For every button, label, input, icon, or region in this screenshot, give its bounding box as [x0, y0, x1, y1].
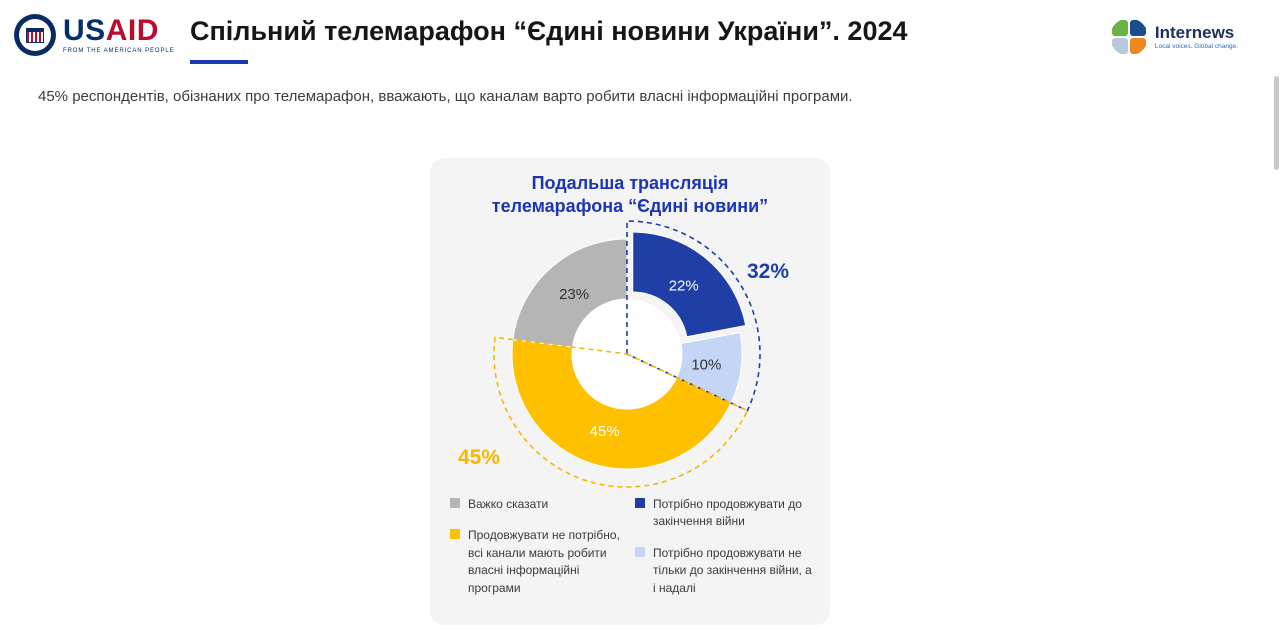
usaid-wordmark: USAID FROM THE AMERICAN PEOPLE — [63, 14, 175, 55]
donut-slice-no-need-continue — [511, 339, 732, 470]
slice-label: 10% — [691, 356, 721, 373]
internews-logo: Internews Local voices. Global change. — [1109, 18, 1238, 56]
chart-title: Подальша трансляція телемарафона “Єдині … — [430, 172, 830, 219]
usaid-shield-icon — [26, 28, 44, 43]
legend-label: Потрібно продовжувати не тільки до закін… — [653, 545, 812, 595]
scrollbar-thumb[interactable] — [1274, 76, 1279, 170]
slice-label: 22% — [669, 278, 699, 295]
usaid-logo: USAID FROM THE AMERICAN PEOPLE — [14, 14, 175, 56]
legend-label: Потрібно продовжувати до закінчення війн… — [653, 497, 802, 529]
internews-globe-icon — [1109, 18, 1148, 56]
legend-item-hard-to-say: Важко сказати — [450, 496, 625, 513]
usaid-seal-icon — [14, 14, 56, 56]
usaid-aid-text: AID — [105, 14, 159, 47]
usaid-tagline: FROM THE AMERICAN PEOPLE — [63, 48, 175, 54]
slice-label: 45% — [590, 423, 620, 440]
group-outline-45% — [493, 336, 749, 488]
legend-swatch-yellow — [450, 529, 460, 540]
legend-column-right: Потрібно продовжувати до закінчення війн… — [635, 496, 816, 597]
subtitle: 45% респондентів, обізнаних про телемара… — [38, 88, 853, 105]
chart-title-line1: Подальша трансляція — [531, 173, 729, 193]
page-title: Спільний телемарафон “Єдині новини Украї… — [190, 16, 908, 46]
legend-item-no-need-continue: Продовжувати не потрібно, всі канали маю… — [450, 527, 625, 597]
legend-item-continue-until-war-end: Потрібно продовжувати до закінчення війн… — [635, 496, 816, 531]
callout-45-percent: 45% — [458, 446, 501, 469]
legend-swatch-gray — [450, 498, 460, 508]
chart-legend: Важко сказати Продовжувати не потрібно, … — [450, 496, 816, 597]
internews-tagline: Local voices. Global change. — [1154, 43, 1238, 51]
donut-chart: 22% 10% 45% 23% — [493, 220, 761, 488]
legend-item-continue-beyond-war: Потрібно продовжувати не тільки до закін… — [635, 545, 816, 597]
legend-column-left: Важко сказати Продовжувати не потрібно, … — [450, 496, 625, 597]
title-underline — [190, 60, 248, 64]
donut-slice-hard-to-say — [512, 238, 628, 348]
chart-card: Подальша трансляція телемарафона “Єдині … — [430, 158, 830, 625]
legend-label: Важко сказати — [468, 497, 549, 511]
donut-slice-continue-until-war-end — [632, 231, 747, 338]
group-outline-32% — [626, 220, 761, 412]
internews-wordmark: Internews Local voices. Global change. — [1154, 22, 1238, 51]
slice-label: 23% — [559, 286, 589, 303]
internews-name: Internews — [1154, 22, 1235, 42]
callout-32-percent: 32% — [747, 260, 790, 283]
header: USAID FROM THE AMERICAN PEOPLE Спільний … — [14, 12, 1260, 74]
legend-swatch-dark-blue — [635, 498, 645, 508]
legend-label: Продовжувати не потрібно, всі канали маю… — [468, 528, 620, 595]
legend-swatch-light-blue — [635, 546, 645, 557]
usaid-us-text: US — [63, 14, 106, 47]
chart-title-line2: телемарафона “Єдині новини” — [491, 196, 769, 217]
